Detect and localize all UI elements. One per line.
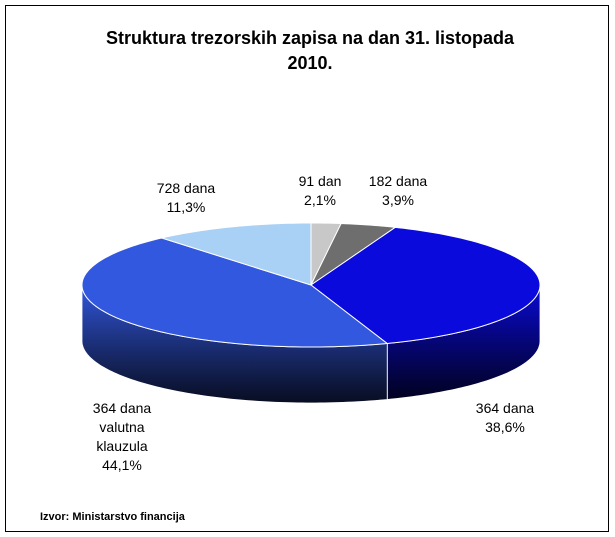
- value-label: 2,1%: [304, 192, 336, 208]
- category-label: 728 dana: [156, 180, 216, 196]
- frame: [5, 5, 609, 532]
- slice: [309, 223, 397, 287]
- value-label: 3,9%: [382, 192, 414, 208]
- value-label: 11,3%: [166, 199, 206, 215]
- value-label: 44,1%: [102, 457, 142, 473]
- value-label: 38,6%: [485, 419, 525, 435]
- slice: [159, 222, 312, 286]
- slice: [81, 237, 389, 348]
- source-note: Izvor: Ministarstvo financija: [40, 511, 185, 523]
- category-label: 364 dana: [475, 400, 535, 416]
- category-label: 182 dana: [368, 173, 428, 189]
- slice: [310, 226, 541, 344]
- category-label: 364 dana valutna klauzula: [92, 400, 152, 454]
- category-label: 91 dan: [298, 173, 342, 189]
- chart-title: Struktura trezorskih zapisa na dan 31. l…: [105, 28, 515, 73]
